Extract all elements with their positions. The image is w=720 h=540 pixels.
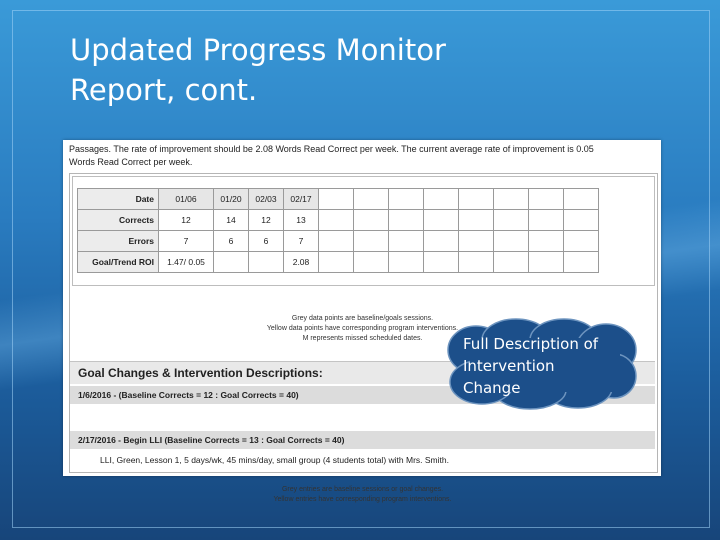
table-row-errors: Errors 7 6 6 7: [77, 230, 599, 252]
empty-cell: [353, 230, 389, 252]
callout-text: Full Description of Intervention Change: [463, 333, 633, 399]
empty-cell: [563, 230, 599, 252]
callout-line1: Full Description of: [463, 335, 599, 353]
slide-title: Updated Progress Monitor Report, cont.: [70, 30, 446, 110]
empty-cell: [213, 251, 249, 273]
empty-cell: [353, 209, 389, 231]
corrects-cell-4: 13: [283, 209, 319, 231]
slide-title-line2: Report, cont.: [70, 73, 258, 107]
row-label-date: Date: [77, 188, 159, 210]
empty-cell: [528, 209, 564, 231]
legend-line-2: Yellow data points have corresponding pr…: [266, 325, 459, 332]
table-row-corrects: Corrects 12 14 12 13: [77, 209, 599, 231]
empty-cell: [458, 188, 494, 210]
empty-cell: [458, 209, 494, 231]
legend-line-1: Grey data points are baseline/goals sess…: [291, 315, 434, 322]
empty-cell: [318, 209, 354, 231]
empty-cell: [563, 188, 599, 210]
slide-title-line1: Updated Progress Monitor: [70, 33, 446, 67]
table-row-date: Date 01/06 01/20 02/03 02/17: [77, 188, 599, 210]
cloud-shape: [447, 318, 637, 410]
roi-cell-4: 2.08: [283, 251, 319, 273]
errors-cell-2: 6: [213, 230, 249, 252]
empty-cell: [423, 188, 459, 210]
row-label-roi: Goal/Trend ROI: [77, 251, 159, 273]
corrects-cell-3: 12: [248, 209, 284, 231]
row-label-corrects: Corrects: [77, 209, 159, 231]
goal-changes-title: Goal Changes & Intervention Descriptions…: [78, 366, 323, 380]
callout-line2: Intervention: [463, 357, 555, 375]
roi-cell-1: 1.47/ 0.05: [158, 251, 214, 273]
progress-data-table: Date 01/06 01/20 02/03 02/17 Corrects 12…: [77, 188, 599, 273]
empty-cell: [563, 251, 599, 273]
empty-cell: [458, 230, 494, 252]
slide-frame: [12, 10, 710, 528]
empty-cell: [528, 230, 564, 252]
goal-entry-lli: 2/17/2016 - Begin LLI (Baseline Corrects…: [70, 431, 655, 449]
passages-line1: Passages. The rate of improvement should…: [69, 144, 594, 154]
empty-cell: [528, 251, 564, 273]
empty-cell: [318, 188, 354, 210]
empty-cell: [493, 251, 529, 273]
empty-cell: [423, 251, 459, 273]
report-inner-panel: Date 01/06 01/20 02/03 02/17 Corrects 12…: [69, 173, 658, 503]
empty-cell: [423, 209, 459, 231]
callout-cloud: Full Description of Intervention Change: [446, 318, 638, 410]
empty-cell: [353, 188, 389, 210]
entry-legend-line-2: Yellow entries have corresponding progra…: [273, 496, 452, 503]
empty-cell: [493, 209, 529, 231]
passages-line2: Words Read Correct per week.: [69, 157, 193, 167]
empty-cell: [388, 251, 424, 273]
empty-cell: [528, 188, 564, 210]
empty-cell: [493, 230, 529, 252]
row-label-errors: Errors: [77, 230, 159, 252]
entry-legend-line-1: Grey entries are baseline sessions or go…: [281, 486, 444, 493]
errors-cell-4: 7: [283, 230, 319, 252]
callout-line3: Change: [463, 379, 521, 397]
data-point-legend: Grey data points are baseline/goals sess…: [70, 314, 655, 344]
corrects-cell-2: 14: [213, 209, 249, 231]
passages-summary: Passages. The rate of improvement should…: [69, 143, 657, 169]
date-cell-1: 01/06: [158, 188, 214, 210]
empty-cell: [458, 251, 494, 273]
empty-cell: [388, 188, 424, 210]
date-cell-4: 02/17: [283, 188, 319, 210]
date-cell-3: 02/03: [248, 188, 284, 210]
empty-cell: [563, 209, 599, 231]
errors-cell-1: 7: [158, 230, 214, 252]
entry-legend: Grey entries are baseline sessions or go…: [70, 485, 655, 505]
errors-cell-3: 6: [248, 230, 284, 252]
corrects-cell-1: 12: [158, 209, 214, 231]
empty-cell: [423, 230, 459, 252]
empty-cell: [353, 251, 389, 273]
goal-entry-baseline-text: 1/6/2016 - (Baseline Corrects = 12 : Goa…: [78, 390, 299, 400]
legend-line-3: M represents missed scheduled dates.: [302, 335, 423, 342]
empty-cell: [388, 209, 424, 231]
data-table-container: Date 01/06 01/20 02/03 02/17 Corrects 12…: [72, 176, 655, 286]
intervention-description: LLI, Green, Lesson 1, 5 days/wk, 45 mins…: [100, 455, 449, 465]
empty-cell: [388, 230, 424, 252]
empty-cell: [493, 188, 529, 210]
date-cell-2: 01/20: [213, 188, 249, 210]
goal-entry-lli-text: 2/17/2016 - Begin LLI (Baseline Corrects…: [78, 435, 345, 445]
progress-report-image: Passages. The rate of improvement should…: [63, 140, 661, 503]
empty-cell: [318, 230, 354, 252]
empty-cell: [248, 251, 284, 273]
empty-cell: [318, 251, 354, 273]
table-row-roi: Goal/Trend ROI 1.47/ 0.05 2.08: [77, 251, 599, 273]
